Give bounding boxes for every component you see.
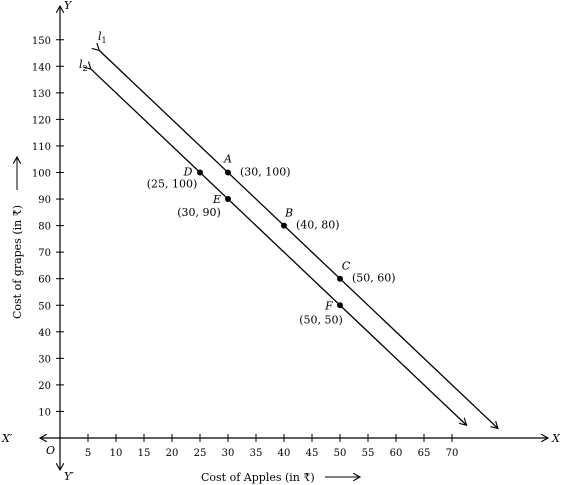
- point-label-F: F: [324, 299, 333, 312]
- y-axis-title: Cost of grapes (in ₹): [11, 205, 24, 319]
- point-label-E: E: [212, 193, 221, 206]
- y-tick-label: 120: [32, 115, 51, 126]
- x-tick-label: 5: [85, 448, 91, 459]
- y-tick-label: 130: [32, 89, 51, 100]
- x-neg-axis-name: X′: [1, 432, 13, 445]
- origin-label: O: [46, 444, 55, 457]
- series-line-l2: [83, 61, 468, 427]
- y-tick-label: 30: [38, 354, 51, 365]
- x-tick-label: 30: [222, 448, 235, 459]
- x-axis-name: X: [551, 432, 561, 445]
- point-coord-F: (50, 50): [299, 313, 343, 326]
- point-D: [197, 169, 203, 176]
- point-A: [225, 169, 231, 176]
- x-tick-label: 50: [334, 448, 347, 459]
- y-tick-label: 10: [38, 407, 51, 418]
- y-tick-label: 80: [38, 222, 51, 233]
- x-tick-label: 20: [166, 448, 179, 459]
- x-tick-label: 10: [110, 448, 123, 459]
- y-tick-label: 100: [32, 169, 51, 180]
- x-tick-label: 35: [250, 448, 263, 459]
- point-C: [337, 275, 343, 282]
- point-coord-D: (25, 100): [147, 178, 198, 191]
- point-label-B: B: [284, 207, 293, 220]
- data-points: A(30, 100)B(40, 80)C(50, 60)D(25, 100)E(…: [147, 153, 396, 327]
- axes: [38, 4, 550, 472]
- y-tick-label: 70: [38, 248, 51, 259]
- series-label-l1: l1: [98, 30, 107, 45]
- y-tick-label: 150: [32, 36, 51, 47]
- series-lines: [83, 42, 499, 430]
- x-tick-label: 60: [390, 448, 403, 459]
- y-tick-label: 50: [38, 301, 51, 312]
- y-tick-label: 20: [38, 381, 51, 392]
- y-axis-name: Y: [64, 0, 73, 12]
- x-tick-label: 15: [138, 448, 151, 459]
- point-E: [225, 196, 231, 203]
- point-coord-C: (50, 60): [352, 272, 396, 285]
- point-label-C: C: [342, 260, 351, 273]
- point-F: [337, 302, 343, 309]
- x-axis-title: Cost of Apples (in ₹): [201, 471, 315, 484]
- x-tick-label: 25: [194, 448, 207, 459]
- y-neg-axis-name: Y′: [64, 470, 74, 483]
- x-tick-label: 70: [446, 448, 459, 459]
- y-tick-label: 140: [32, 62, 51, 73]
- point-coord-E: (30, 90): [177, 206, 221, 219]
- series-line-l1: [91, 42, 499, 430]
- point-coord-B: (40, 80): [296, 219, 340, 232]
- point-B: [281, 222, 287, 229]
- series-label-l2: l2: [79, 58, 88, 73]
- x-tick-label: 40: [278, 448, 291, 459]
- y-tick-label: 40: [38, 328, 51, 339]
- point-label-A: A: [223, 153, 232, 166]
- y-tick-label: 90: [38, 195, 51, 206]
- point-coord-A: (30, 100): [240, 166, 291, 179]
- x-tick-label: 55: [362, 448, 375, 459]
- y-tick-label: 110: [32, 142, 51, 153]
- x-tick-label: 65: [418, 448, 431, 459]
- point-label-D: D: [183, 166, 193, 179]
- ticks: 5 10 15 20 25 30 35 40 45 50 55 60 65 70 10 20 30 40 50 60 7…: [32, 36, 458, 459]
- y-tick-label: 60: [38, 275, 51, 286]
- x-tick-label: 45: [306, 448, 319, 459]
